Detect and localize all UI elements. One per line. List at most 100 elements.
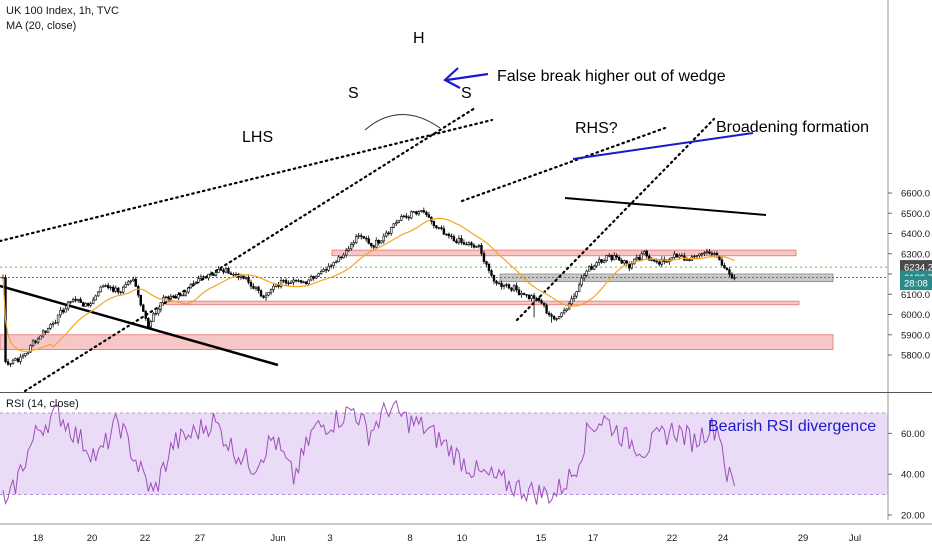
candle-body: [362, 236, 365, 239]
candle-body: [264, 294, 268, 298]
candle-body: [510, 287, 513, 291]
candle-body: [267, 292, 270, 296]
false-break-arrowhead: [443, 67, 461, 89]
candle-body: [432, 220, 436, 226]
candle-body: [380, 240, 383, 244]
candle-body: [94, 295, 97, 301]
candle-body: [84, 303, 87, 307]
candle-body: [31, 340, 35, 346]
candle-body: [570, 298, 573, 305]
candle-body: [480, 245, 483, 254]
candle-body: [620, 259, 623, 264]
candle-body: [319, 271, 323, 274]
candle-body: [269, 289, 273, 293]
candle-body: [342, 254, 345, 259]
candle-body: [307, 279, 310, 285]
time-tick-label: Jul: [849, 533, 861, 544]
candle-body: [470, 242, 473, 246]
candle-body: [51, 323, 55, 325]
candle-body: [209, 273, 213, 276]
candle-body: [314, 275, 318, 279]
candle-body: [137, 286, 140, 296]
label-head: H: [413, 30, 425, 47]
candle-body: [695, 255, 699, 257]
candle-body: [585, 270, 588, 276]
candle-body: [708, 251, 711, 254]
candle-body: [167, 296, 170, 299]
time-tick-label: 24: [718, 533, 729, 544]
time-tick-label: 29: [798, 533, 809, 544]
candle-body: [462, 242, 466, 245]
time-tick-label: 22: [667, 533, 678, 544]
candle-body: [89, 303, 92, 306]
candle-body: [437, 227, 441, 229]
candle-body: [648, 255, 651, 261]
candle-body: [172, 295, 175, 298]
candle-body: [224, 268, 228, 273]
candle-body: [204, 276, 208, 279]
candle-body: [713, 253, 716, 255]
candle-body: [109, 286, 112, 289]
annotations: LHS H S S RHS? False break higher out of wedg…: [242, 30, 876, 435]
candle-body: [187, 287, 190, 293]
candle-body: [49, 323, 52, 329]
candle-body: [680, 255, 684, 257]
candle-body: [182, 294, 185, 297]
zone-5850: [0, 334, 834, 350]
candle-body: [287, 282, 290, 285]
candle-body: [645, 250, 648, 257]
candle-body: [728, 269, 731, 275]
candle-body: [387, 232, 390, 235]
candle-body: [259, 290, 263, 297]
candle-body: [705, 251, 709, 253]
candle-body: [44, 330, 47, 333]
candle-body: [157, 308, 160, 314]
candle-body: [11, 359, 15, 364]
candle-body: [164, 296, 168, 299]
wedge-lower-line: [23, 106, 477, 393]
candle-body: [623, 260, 626, 264]
support-resistance-zones: [0, 249, 888, 350]
candle-body: [327, 266, 330, 271]
candle-body: [289, 281, 293, 284]
candle-body: [59, 309, 62, 316]
candle-body: [500, 282, 503, 287]
candle-body: [397, 220, 400, 223]
candle-body: [730, 273, 734, 279]
candle-body: [613, 255, 616, 261]
candle-body: [169, 295, 173, 299]
candle-body: [572, 295, 576, 299]
candle-body: [102, 285, 105, 288]
label-right-shoulder: S: [461, 85, 472, 102]
candle-body: [673, 253, 676, 258]
candle-body: [487, 263, 491, 271]
candle-body: [382, 235, 385, 242]
candle-body: [76, 299, 80, 301]
candle-body: [530, 295, 533, 299]
candle-body: [452, 236, 456, 242]
candle-body: [422, 210, 426, 213]
candle-body: [21, 355, 25, 358]
candle-body: [450, 235, 453, 238]
candle-body: [189, 283, 193, 289]
candle-body: [650, 259, 653, 261]
candle-body: [64, 308, 67, 313]
candle-body: [465, 243, 468, 246]
candle-body: [192, 283, 195, 285]
candle-body: [472, 244, 476, 248]
candle-body: [179, 294, 183, 296]
candle-body: [698, 253, 701, 256]
candle-body: [217, 269, 220, 274]
candle-body: [69, 301, 72, 303]
candle-body: [134, 278, 137, 287]
candle-body: [405, 215, 408, 218]
candle-body: [625, 260, 628, 264]
head-arc: [364, 114, 441, 131]
candle-body: [552, 316, 556, 320]
candle-body: [104, 285, 107, 287]
candle-body: [14, 358, 17, 361]
candle-body: [317, 273, 320, 277]
candle-body: [605, 255, 608, 261]
candle-body: [292, 279, 295, 283]
